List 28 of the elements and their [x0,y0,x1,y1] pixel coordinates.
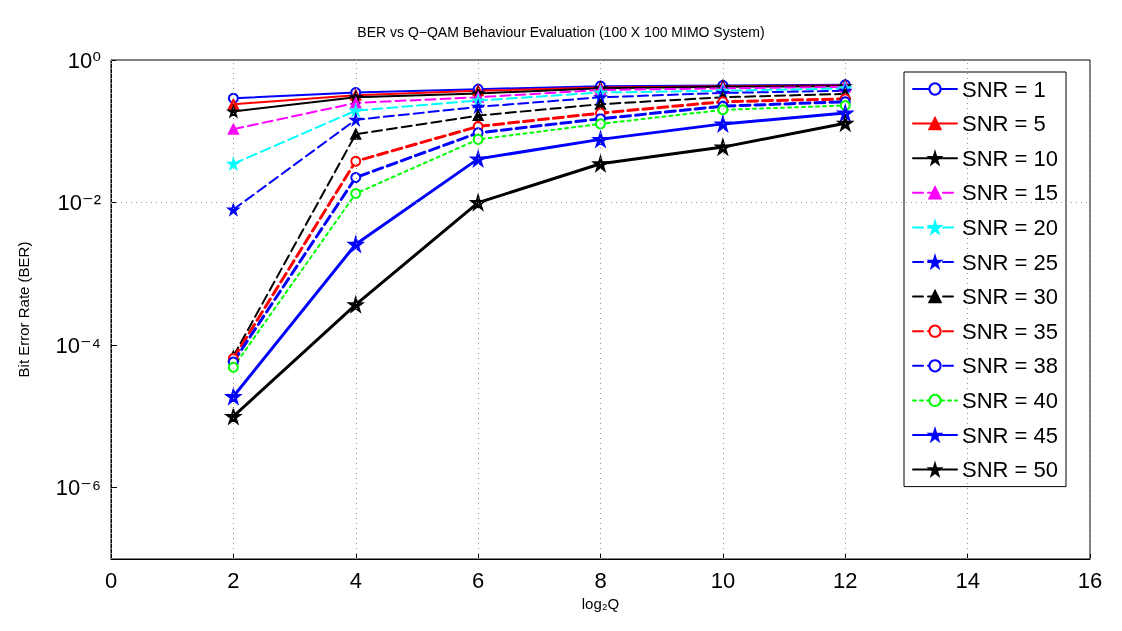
x-tick-label: 8 [594,567,607,593]
y-tick-label: 10⁰ [67,47,102,73]
legend-label: SNR = 1 [962,76,1046,102]
x-tick-label: 16 [1077,567,1103,593]
x-tick-label: 0 [104,567,118,593]
chart-title: BER vs Q−QAM Behaviour Evaluation (100 X 100 MIMO System) [357,24,765,40]
legend-label: SNR = 15 [962,180,1059,206]
y-tick-label: 10⁻² [57,190,101,216]
legend-label: SNR = 45 [962,422,1059,448]
legend-label: SNR = 30 [962,284,1059,310]
legend-label: SNR = 25 [962,249,1059,275]
x-tick-label: 14 [955,567,980,593]
legend-label: SNR = 5 [962,111,1046,137]
legend-label: SNR = 40 [962,387,1059,413]
legend-label: SNR = 38 [962,353,1059,379]
legend-label: SNR = 10 [962,145,1059,171]
x-tick-label: 12 [833,567,858,593]
y-axis-title: Bit Error Rate (BER) [15,241,32,378]
x-axis-title: log₂Q [581,594,620,612]
legend-label: SNR = 35 [962,318,1059,344]
x-tick-label: 10 [710,567,736,593]
legend-label: SNR = 20 [962,214,1059,240]
y-tick-label: 10⁻⁴ [55,332,101,358]
y-tick-label: 10⁻⁶ [55,475,101,501]
x-tick-label: 6 [472,567,485,593]
x-tick-label: 4 [349,567,362,593]
x-tick-label: 2 [227,567,240,593]
legend-label: SNR = 50 [962,457,1059,483]
